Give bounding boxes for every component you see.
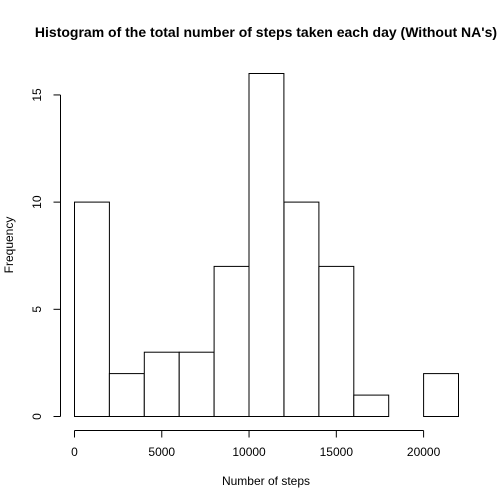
chart-title: Histogram of the total number of steps t… (35, 24, 497, 40)
y-tick-label: 10 (30, 195, 44, 209)
x-tick-label: 20000 (407, 445, 441, 459)
histogram-bar (143, 351, 180, 418)
histogram-bar (108, 373, 145, 418)
bars-group (74, 73, 460, 418)
y-tick-label: 15 (30, 88, 44, 102)
x-tick-label: 10000 (232, 445, 266, 459)
histogram-bar (178, 351, 215, 418)
x-axis-label: Number of steps (222, 474, 310, 488)
x-axis: 0 5000 10000 15000 20000 (71, 430, 441, 459)
histogram-bar (423, 373, 460, 418)
histogram-bar (318, 265, 355, 417)
histogram-bar (283, 201, 320, 417)
histogram-bar (248, 73, 285, 417)
x-tick-label: 0 (71, 445, 78, 459)
x-tick-label: 15000 (320, 445, 354, 459)
histogram-bar (74, 201, 110, 417)
y-tick-label: 0 (30, 413, 44, 420)
y-axis-label: Frequency (2, 217, 16, 274)
x-tick-label: 5000 (148, 445, 175, 459)
histogram-bar (353, 394, 390, 418)
y-tick-label: 5 (30, 306, 44, 313)
y-axis: 0 5 10 15 (30, 88, 61, 420)
histogram-bar (213, 265, 250, 417)
